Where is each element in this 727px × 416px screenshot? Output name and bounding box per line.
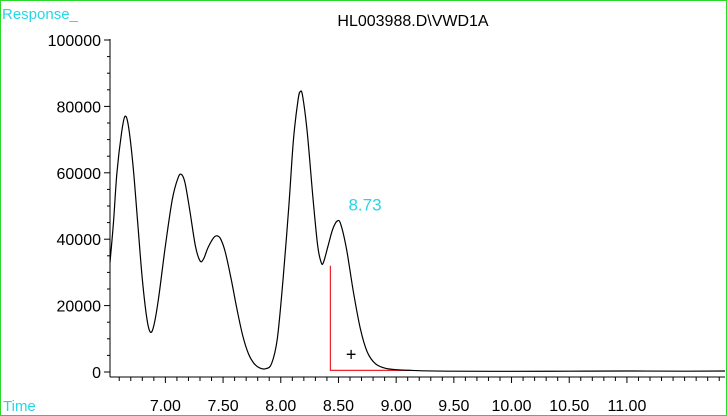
y-tick-label: 20000 <box>57 299 102 316</box>
x-tick-label: 10.50 <box>549 398 589 415</box>
y-axis-label: Response_ <box>2 6 79 23</box>
peak-label: 8.73 <box>348 196 381 215</box>
y-tick-label: 0 <box>92 365 101 382</box>
x-tick-label: 8.00 <box>265 398 296 415</box>
y-tick-label: 60000 <box>57 166 102 183</box>
x-tick-label: 10.00 <box>492 398 532 415</box>
y-tick-label: 40000 <box>57 232 102 249</box>
series-group <box>109 90 726 372</box>
y-tick-label: 80000 <box>57 99 102 116</box>
chart-title: HL003988.D\VWD1A <box>337 13 489 30</box>
x-tick-label: 7.50 <box>208 398 239 415</box>
ticks: 0 20000 40000 60000 80000 100000 7.00 7.50 8.00 8… <box>48 33 720 415</box>
x-tick-label: 9.00 <box>381 398 412 415</box>
integration-baseline-group <box>329 265 412 371</box>
peak-marker: + <box>346 345 357 365</box>
series-line-0 <box>109 90 726 372</box>
x-tick-label: 8.50 <box>323 398 354 415</box>
x-tick-label: 9.50 <box>438 398 469 415</box>
y-tick-label: 100000 <box>48 33 101 50</box>
annotations: 8.73 + <box>346 196 382 365</box>
x-tick-label: 7.00 <box>150 398 181 415</box>
axes <box>109 39 725 378</box>
x-tick-label: 11.00 <box>607 398 646 415</box>
x-axis-label: Time <box>3 398 36 415</box>
integration-baseline <box>329 265 412 371</box>
